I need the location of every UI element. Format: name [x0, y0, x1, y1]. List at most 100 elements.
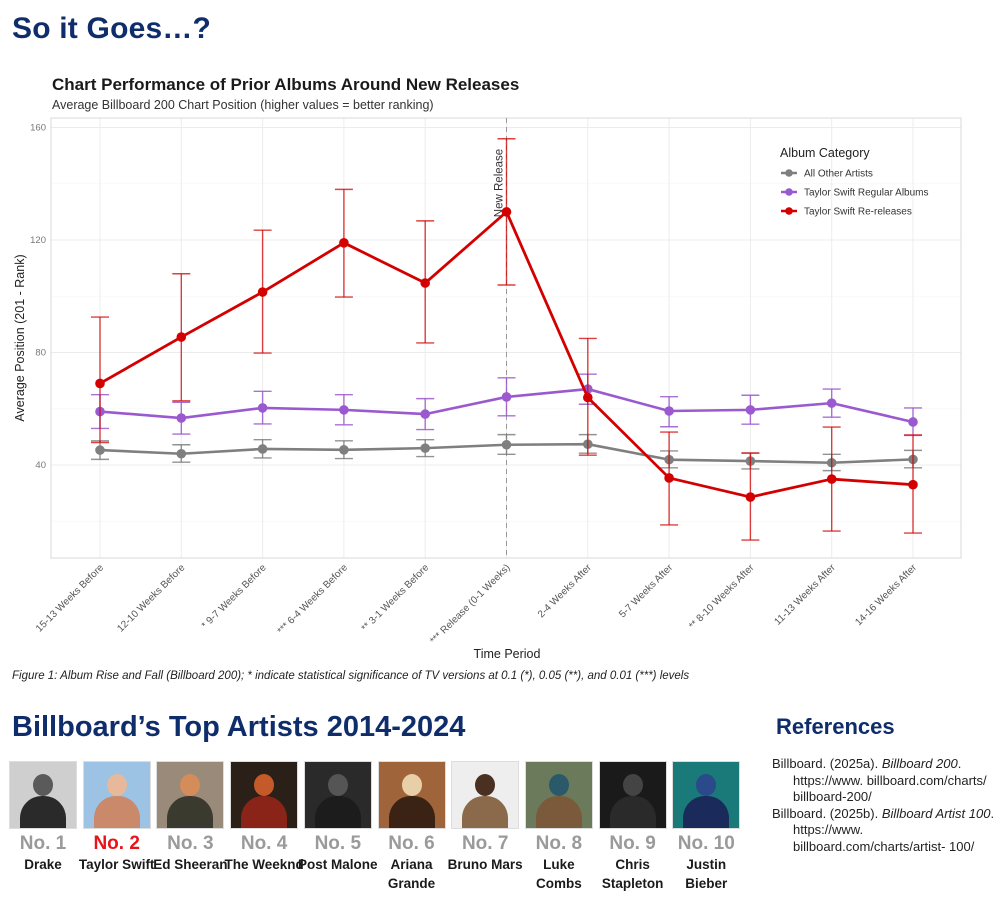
artist-photo	[156, 761, 225, 829]
data-point	[420, 278, 431, 288]
legend-swatch-dot	[785, 169, 793, 177]
data-point	[176, 448, 187, 459]
x-tick-label: *** 6-4 Weeks Before	[276, 562, 351, 637]
legend-item: Taylor Swift Regular Albums	[781, 188, 929, 199]
photo-figure-head	[696, 774, 717, 796]
legend-swatch-dot	[785, 207, 793, 215]
artist-name: Ariana Grande	[387, 857, 436, 891]
data-point	[583, 392, 593, 403]
chart-title: Chart Performance of Prior Albums Around…	[52, 75, 520, 94]
artist-name: Drake	[24, 857, 62, 872]
artist-card-justin-bieber: No. 10 Justin Bieber	[672, 761, 741, 893]
artist-card-ariana-grande: No. 6 Ariana Grande	[377, 761, 446, 893]
artist-card-the-weeknd: No. 4 The Weeknd	[224, 761, 304, 874]
data-point	[826, 398, 837, 408]
data-point	[908, 417, 918, 427]
reference-item: Billboard. (2025b). Billboard Artist 100…	[772, 806, 997, 856]
artist-name: Post Malone	[298, 857, 378, 872]
photo-figure-head	[180, 774, 201, 796]
photo-figure-body	[241, 796, 288, 828]
artist-photo	[377, 761, 446, 829]
artist-photo	[598, 761, 667, 829]
data-point	[257, 444, 268, 454]
data-point	[826, 474, 837, 484]
photo-figure-body	[388, 796, 435, 828]
y-axis-label: Average Position (201 - Rank)	[13, 254, 27, 421]
photo-figure-body	[93, 796, 140, 828]
artist-card-taylor-swift: No. 2 Taylor Swift	[79, 761, 154, 874]
new-release-label: New Release	[494, 149, 506, 217]
artist-photo	[303, 761, 372, 829]
x-tick-label: 11-13 Weeks After	[773, 562, 839, 628]
artist-rank: No. 1	[19, 833, 67, 854]
artist-rank: No. 6	[388, 833, 435, 854]
data-point	[908, 479, 918, 490]
x-tick-label: 12-10 Weeks Before	[115, 562, 187, 634]
data-point	[339, 405, 349, 415]
top-artists-title: Billboard’s Top Artists 2014-2024	[12, 711, 466, 743]
new-release-marker: New Release	[494, 118, 507, 558]
data-point	[501, 392, 512, 402]
data-point	[664, 406, 674, 416]
reference-author: Billboard. (2025a).	[772, 756, 882, 771]
photo-figure-body	[462, 796, 509, 828]
artist-card-post-malone: No. 5 Post Malone	[298, 761, 378, 874]
artist-photo	[82, 761, 151, 829]
artist-photo	[672, 761, 741, 829]
photo-figure-head	[327, 774, 348, 796]
x-tick-label: ** 8-10 Weeks After	[687, 562, 757, 632]
data-point	[420, 409, 431, 419]
x-axis-ticks: 15-13 Weeks Before 12-10 Weeks Before * 9-…	[34, 562, 920, 647]
artist-card-luke-combs: No. 8 Luke Combs	[524, 761, 593, 893]
photo-figure-body	[20, 796, 66, 828]
y-tick-label: 120	[30, 235, 46, 246]
x-tick-label: 5-7 Weeks After	[617, 562, 675, 620]
artist-card-drake: No. 1 Drake	[9, 761, 77, 874]
data-point	[339, 238, 349, 248]
legend-item: All Other Artists	[781, 169, 873, 180]
photo-figure-head	[475, 774, 496, 796]
y-axis-ticks: 40 80 120 160	[30, 123, 46, 472]
line-chart: 40 80 120 160 Average Position (201 - Rank)…	[13, 117, 962, 661]
page-title: So it Goes…?	[12, 12, 212, 45]
reference-link[interactable]: . https://www. billboard.com/charts/ bil…	[793, 756, 987, 804]
data-point	[257, 287, 268, 297]
reference-link[interactable]: . https://www. billboard.com/charts/arti…	[793, 805, 995, 854]
x-tick-label: * 9-7 Weeks Before	[200, 562, 269, 631]
data-point	[420, 443, 431, 453]
artist-name: The Weeknd	[224, 857, 304, 872]
photo-figure-head	[33, 774, 53, 796]
data-point	[95, 445, 105, 455]
data-point	[664, 473, 674, 483]
y-tick-label: 160	[30, 123, 46, 134]
series-taylor-swift-re-releases	[91, 138, 922, 541]
references-list: Billboard. (2025a). Billboard 200. https…	[772, 756, 997, 855]
series-taylor-swift-regular-albums	[91, 373, 922, 437]
artist-rank: No. 4	[240, 833, 288, 854]
data-point	[745, 405, 756, 415]
artist-rank: No. 3	[167, 833, 214, 854]
x-tick-label: ** 3-1 Weeks Before	[360, 562, 432, 634]
reference-title: Billboard Artist 100	[881, 805, 991, 821]
photo-figure-head	[254, 774, 275, 796]
y-tick-label: 40	[35, 460, 46, 471]
photo-figure-body	[167, 796, 214, 828]
x-tick-label: 2-4 Weeks After	[536, 562, 594, 620]
photo-figure-body	[314, 796, 361, 828]
photo-figure-body	[609, 796, 656, 828]
legend-swatch-dot	[785, 188, 793, 196]
artist-name: Justin Bieber	[685, 857, 728, 891]
photo-figure-body	[535, 796, 582, 828]
data-point	[176, 332, 187, 342]
photo-figure-head	[106, 774, 127, 796]
reference-author: Billboard. (2025b).	[772, 805, 882, 821]
artist-name: Bruno Mars	[447, 857, 523, 872]
legend-label: Taylor Swift Regular Albums	[804, 188, 929, 199]
artist-photo	[524, 761, 593, 829]
reference-item: Billboard. (2025a). Billboard 200. https…	[772, 756, 997, 806]
reference-title: Billboard 200	[881, 756, 958, 771]
artist-rank: No. 5	[314, 833, 362, 854]
x-tick-label: 15-13 Weeks Before	[34, 562, 106, 634]
top-artists-list: No. 1 Drake No. 2 Taylor Swift No. 3 Ed Sheer…	[9, 761, 749, 911]
artist-photo	[230, 761, 299, 829]
